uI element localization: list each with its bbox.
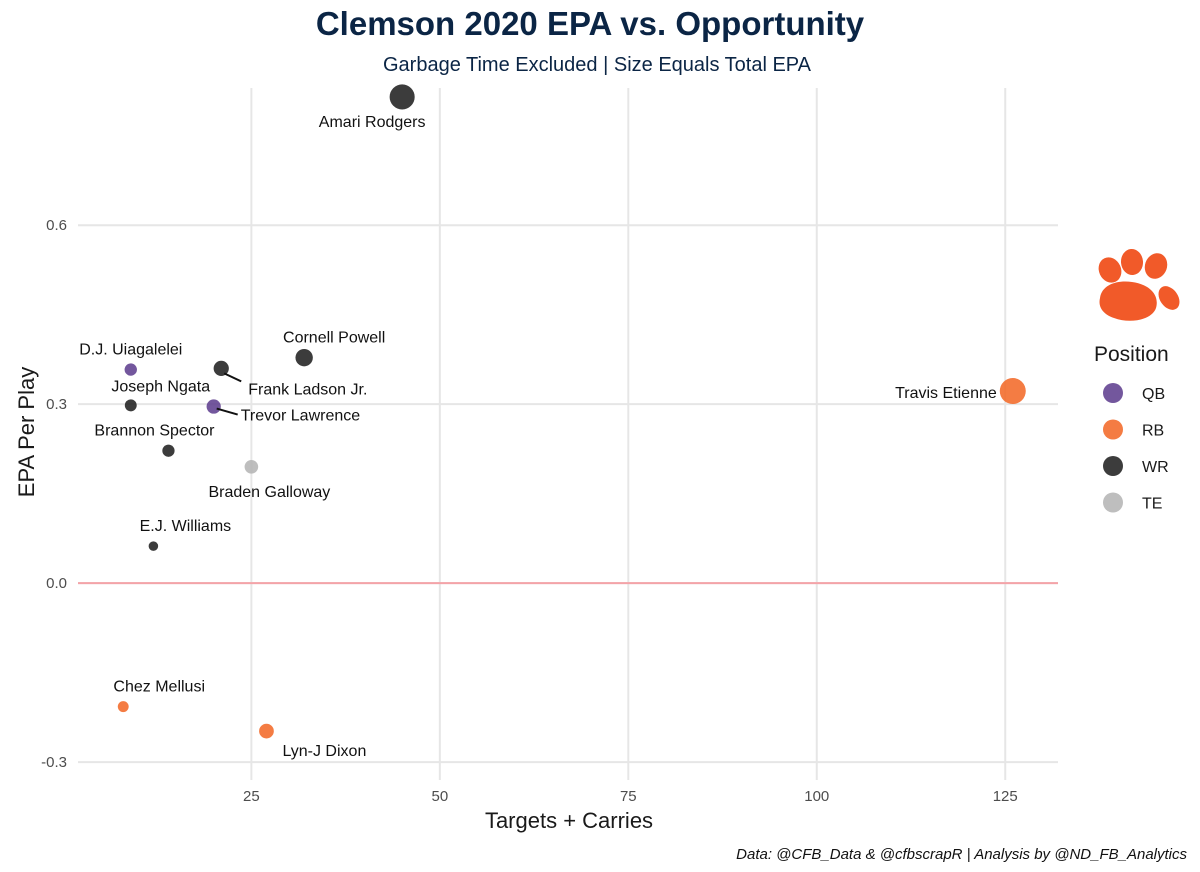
point-label: E.J. Williams [140, 518, 232, 535]
legend-label: WR [1142, 459, 1169, 476]
point-label: Brannon Spector [94, 423, 215, 440]
y-axis-title: EPA Per Play [14, 367, 39, 497]
point-frank-ladson-jr- [213, 360, 229, 376]
chart-caption: Data: @CFB_Data & @cfbscrapR | Analysis … [736, 846, 1187, 863]
y-tick-label: 0.0 [46, 575, 67, 592]
legend-key-wr [1103, 456, 1123, 476]
chart-subtitle: Garbage Time Excluded | Size Equals Tota… [383, 54, 812, 76]
grid-lines [78, 88, 1058, 780]
y-axis-ticks: -0.3 0.0 0.3 0.6 [41, 217, 67, 771]
point-label: Cornell Powell [283, 330, 385, 347]
point-travis-etienne [999, 378, 1026, 405]
point-lyn-j-dixon [259, 723, 274, 739]
point-brannon-spector [162, 444, 175, 457]
paw-toe-4 [1158, 286, 1180, 310]
point-chez-mellusi [117, 701, 129, 713]
point-d-j-uiagalelei [124, 363, 137, 376]
legend-key-te [1103, 492, 1123, 513]
x-tick-label: 50 [432, 788, 449, 805]
y-tick-label: -0.3 [41, 754, 67, 771]
point-label: Lyn-J Dixon [282, 743, 366, 760]
chart-title: Clemson 2020 EPA vs. Opportunity [316, 5, 865, 42]
x-tick-label: 25 [243, 788, 260, 805]
x-axis-title: Targets + Carries [485, 808, 653, 833]
legend-key-rb [1103, 419, 1123, 440]
point-label: Trevor Lawrence [241, 408, 361, 425]
legend-label: RB [1142, 423, 1164, 440]
paw-pad [1099, 281, 1157, 321]
x-tick-label: 100 [804, 788, 829, 805]
point-label: Frank Ladson Jr. [248, 381, 367, 398]
data-points [117, 84, 1026, 739]
point-amari-rodgers [389, 84, 415, 110]
legend-label: QB [1142, 386, 1165, 403]
legend: QB RB WR TE [1103, 383, 1169, 513]
point-labels: Amari Rodgers Cornell Powell D.J. Uiagalel… [79, 114, 997, 760]
x-tick-label: 125 [993, 788, 1018, 805]
point-label: Chez Mellusi [113, 679, 205, 696]
label-leader-lines [216, 372, 242, 416]
point-e-j-williams [148, 541, 159, 551]
clemson-paw-logo [1098, 249, 1180, 321]
point-joseph-ngata [124, 399, 137, 412]
point-label: Travis Etienne [895, 385, 997, 402]
point-label: Amari Rodgers [319, 114, 426, 131]
leader-line [216, 407, 238, 416]
legend-label: TE [1142, 496, 1162, 513]
legend-title: Position [1094, 343, 1169, 366]
paw-toe-1 [1098, 257, 1122, 283]
paw-toe-3 [1144, 253, 1168, 279]
paw-toe-2 [1120, 249, 1144, 275]
y-tick-label: 0.6 [46, 217, 67, 234]
point-label: Braden Galloway [208, 484, 330, 501]
point-cornell-powell [295, 348, 313, 367]
x-tick-label: 75 [620, 788, 637, 805]
leader-line [223, 372, 242, 383]
x-axis-ticks: 25 50 75 100 125 [243, 788, 1018, 805]
point-label: D.J. Uiagalelei [79, 342, 182, 359]
legend-key-qb [1103, 383, 1123, 403]
point-trevor-lawrence [206, 399, 221, 414]
y-tick-label: 0.3 [46, 396, 67, 413]
point-label: Joseph Ngata [111, 378, 210, 395]
point-braden-galloway [244, 460, 259, 474]
